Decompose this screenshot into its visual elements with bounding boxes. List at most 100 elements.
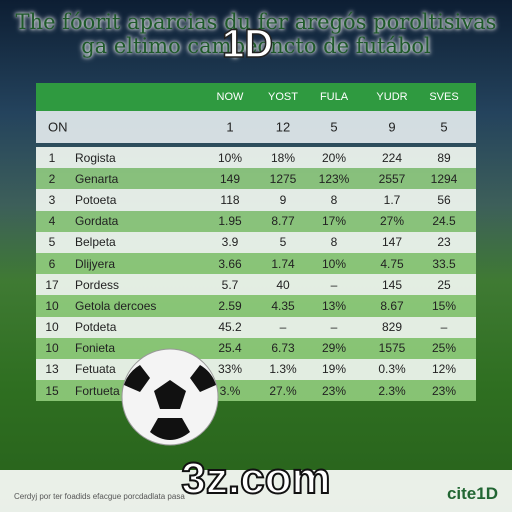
column-header: YUDR — [376, 91, 408, 103]
table-row: 5 Belpeta 3.9 5 8 147 23 — [36, 231, 476, 253]
cell: 12% — [431, 362, 457, 377]
rank: 3 — [48, 192, 56, 207]
cell: 145 — [381, 277, 403, 292]
cell: 56 — [437, 192, 451, 207]
cell: 29% — [321, 341, 347, 356]
footer-brand: cite1D — [446, 484, 498, 503]
cell: 3.9 — [221, 235, 239, 250]
cell: 27.% — [269, 383, 297, 398]
cell: 8 — [330, 192, 338, 207]
rank: 6 — [48, 256, 56, 271]
cell: 17% — [321, 214, 347, 229]
cell: 1575 — [378, 341, 406, 356]
cell: – — [330, 277, 338, 292]
cell: 8 — [330, 235, 338, 250]
cell: 23% — [431, 383, 457, 398]
cell: 3.66 — [218, 256, 242, 271]
cell: 23 — [437, 235, 451, 250]
team-name: Pordess — [75, 277, 120, 292]
rank: 17 — [45, 277, 59, 292]
table-row: 2 Genarta 149 1275 123% 2557 1294 — [36, 168, 476, 190]
cell: 224 — [381, 150, 403, 165]
cell: – — [440, 320, 448, 335]
column-header: FULA — [319, 91, 349, 103]
cell: – — [330, 320, 338, 335]
cell: 45.2 — [218, 320, 242, 335]
rank: 1 — [48, 150, 56, 165]
rank: 10 — [45, 341, 59, 356]
cell: 1 — [226, 119, 234, 135]
cell: 5 — [330, 119, 338, 135]
cell: 12 — [275, 119, 291, 135]
rank: 13 — [45, 362, 59, 377]
footer: Cerdyj por ter foadids efacgue porcdadla… — [0, 470, 512, 512]
cell: 40 — [276, 277, 290, 292]
cell: 0.3% — [378, 362, 406, 377]
table: NOW YOST FULA YUDR SVES ON 1 12 5 9 5 1 Rogista 10% 18… — [36, 83, 476, 402]
cell: 25% — [431, 341, 457, 356]
column-header: YOST — [268, 91, 298, 103]
cell: 123% — [318, 171, 350, 186]
cell: 3.% — [219, 383, 241, 398]
cell: 10% — [217, 150, 243, 165]
table-row: 4 Gordata 1.95 8.77 17% 27% 24.5 — [36, 210, 476, 232]
cell: 8.67 — [380, 298, 404, 313]
cell: 20% — [321, 150, 347, 165]
table-row: 10 Fonieta 25.4 6.73 29% 1575 25% — [36, 337, 476, 359]
team-name: Potdeta — [75, 320, 117, 335]
sub-row: ON 1 12 5 9 5 — [36, 111, 476, 143]
cell: 15% — [431, 298, 457, 313]
cell: 5 — [279, 235, 287, 250]
footer-note: Cerdyj por ter foadids efacgue porcdadla… — [14, 492, 185, 501]
cell: 2.3% — [378, 383, 406, 398]
table-row: 3 Potoeta 118 9 8 1.7 56 — [36, 189, 476, 211]
footer-site: 3z.com — [180, 453, 331, 504]
cell: 4.75 — [380, 256, 404, 271]
column-header: SVES — [429, 91, 459, 103]
cell: 27% — [379, 214, 405, 229]
cell: – — [279, 320, 287, 335]
header-row: NOW YOST FULA YUDR SVES — [36, 83, 476, 111]
table-row: 6 Dlijyera 3.66 1.74 10% 4.75 33.5 — [36, 252, 476, 275]
cell: 9 — [279, 192, 287, 207]
table-row: 10 Getola dercoes 2.59 4.35 13% 8.67 15% — [36, 295, 476, 317]
team-name: Belpeta — [75, 235, 116, 250]
rank: 5 — [48, 235, 56, 250]
team-name: Potoeta — [75, 192, 117, 207]
cell: 5.7 — [221, 277, 239, 292]
cell: 1.3% — [269, 362, 297, 377]
cell: 1.74 — [271, 256, 295, 271]
cell: 147 — [381, 235, 403, 250]
cell: 24.5 — [432, 214, 456, 229]
cell: 118 — [220, 192, 240, 207]
team-name: Rogista — [75, 150, 116, 165]
cell: 10% — [321, 256, 347, 271]
team-name: Fortueta — [75, 383, 120, 398]
watermark: 1D — [221, 21, 274, 67]
cell: 18% — [270, 150, 296, 165]
team-name: Genarta — [75, 171, 119, 186]
cell: 25.4 — [218, 341, 242, 356]
team-name: Dlijyera — [75, 256, 116, 271]
cell: 149 — [219, 171, 241, 186]
title: ga eltimo campeoncto de futábol — [81, 34, 431, 58]
cell: 89 — [437, 150, 451, 165]
cell: 2557 — [378, 171, 406, 186]
cell: 4.35 — [271, 298, 295, 313]
team-name: Gordata — [75, 214, 119, 229]
cell: 25 — [437, 277, 451, 292]
cell: 23% — [321, 383, 347, 398]
table-row: 10 Potdeta 45.2 – – 829 – — [36, 316, 476, 338]
team-name: Fonieta — [75, 341, 116, 356]
cell: 2.59 — [218, 298, 242, 313]
cell: 19% — [321, 362, 347, 377]
team-name: Fetuata — [75, 362, 116, 377]
cell: 33.5 — [432, 256, 456, 271]
cell: 9 — [388, 119, 396, 135]
row-label: ON — [48, 119, 68, 135]
table-row: 1 Rogista 10% 18% 20% 224 89 — [36, 147, 476, 169]
title: The fóorit aparcias du fer aregós porolt… — [15, 10, 497, 34]
table-row: 17 Pordess 5.7 40 – 145 25 — [36, 274, 476, 296]
rank: 10 — [45, 320, 59, 335]
